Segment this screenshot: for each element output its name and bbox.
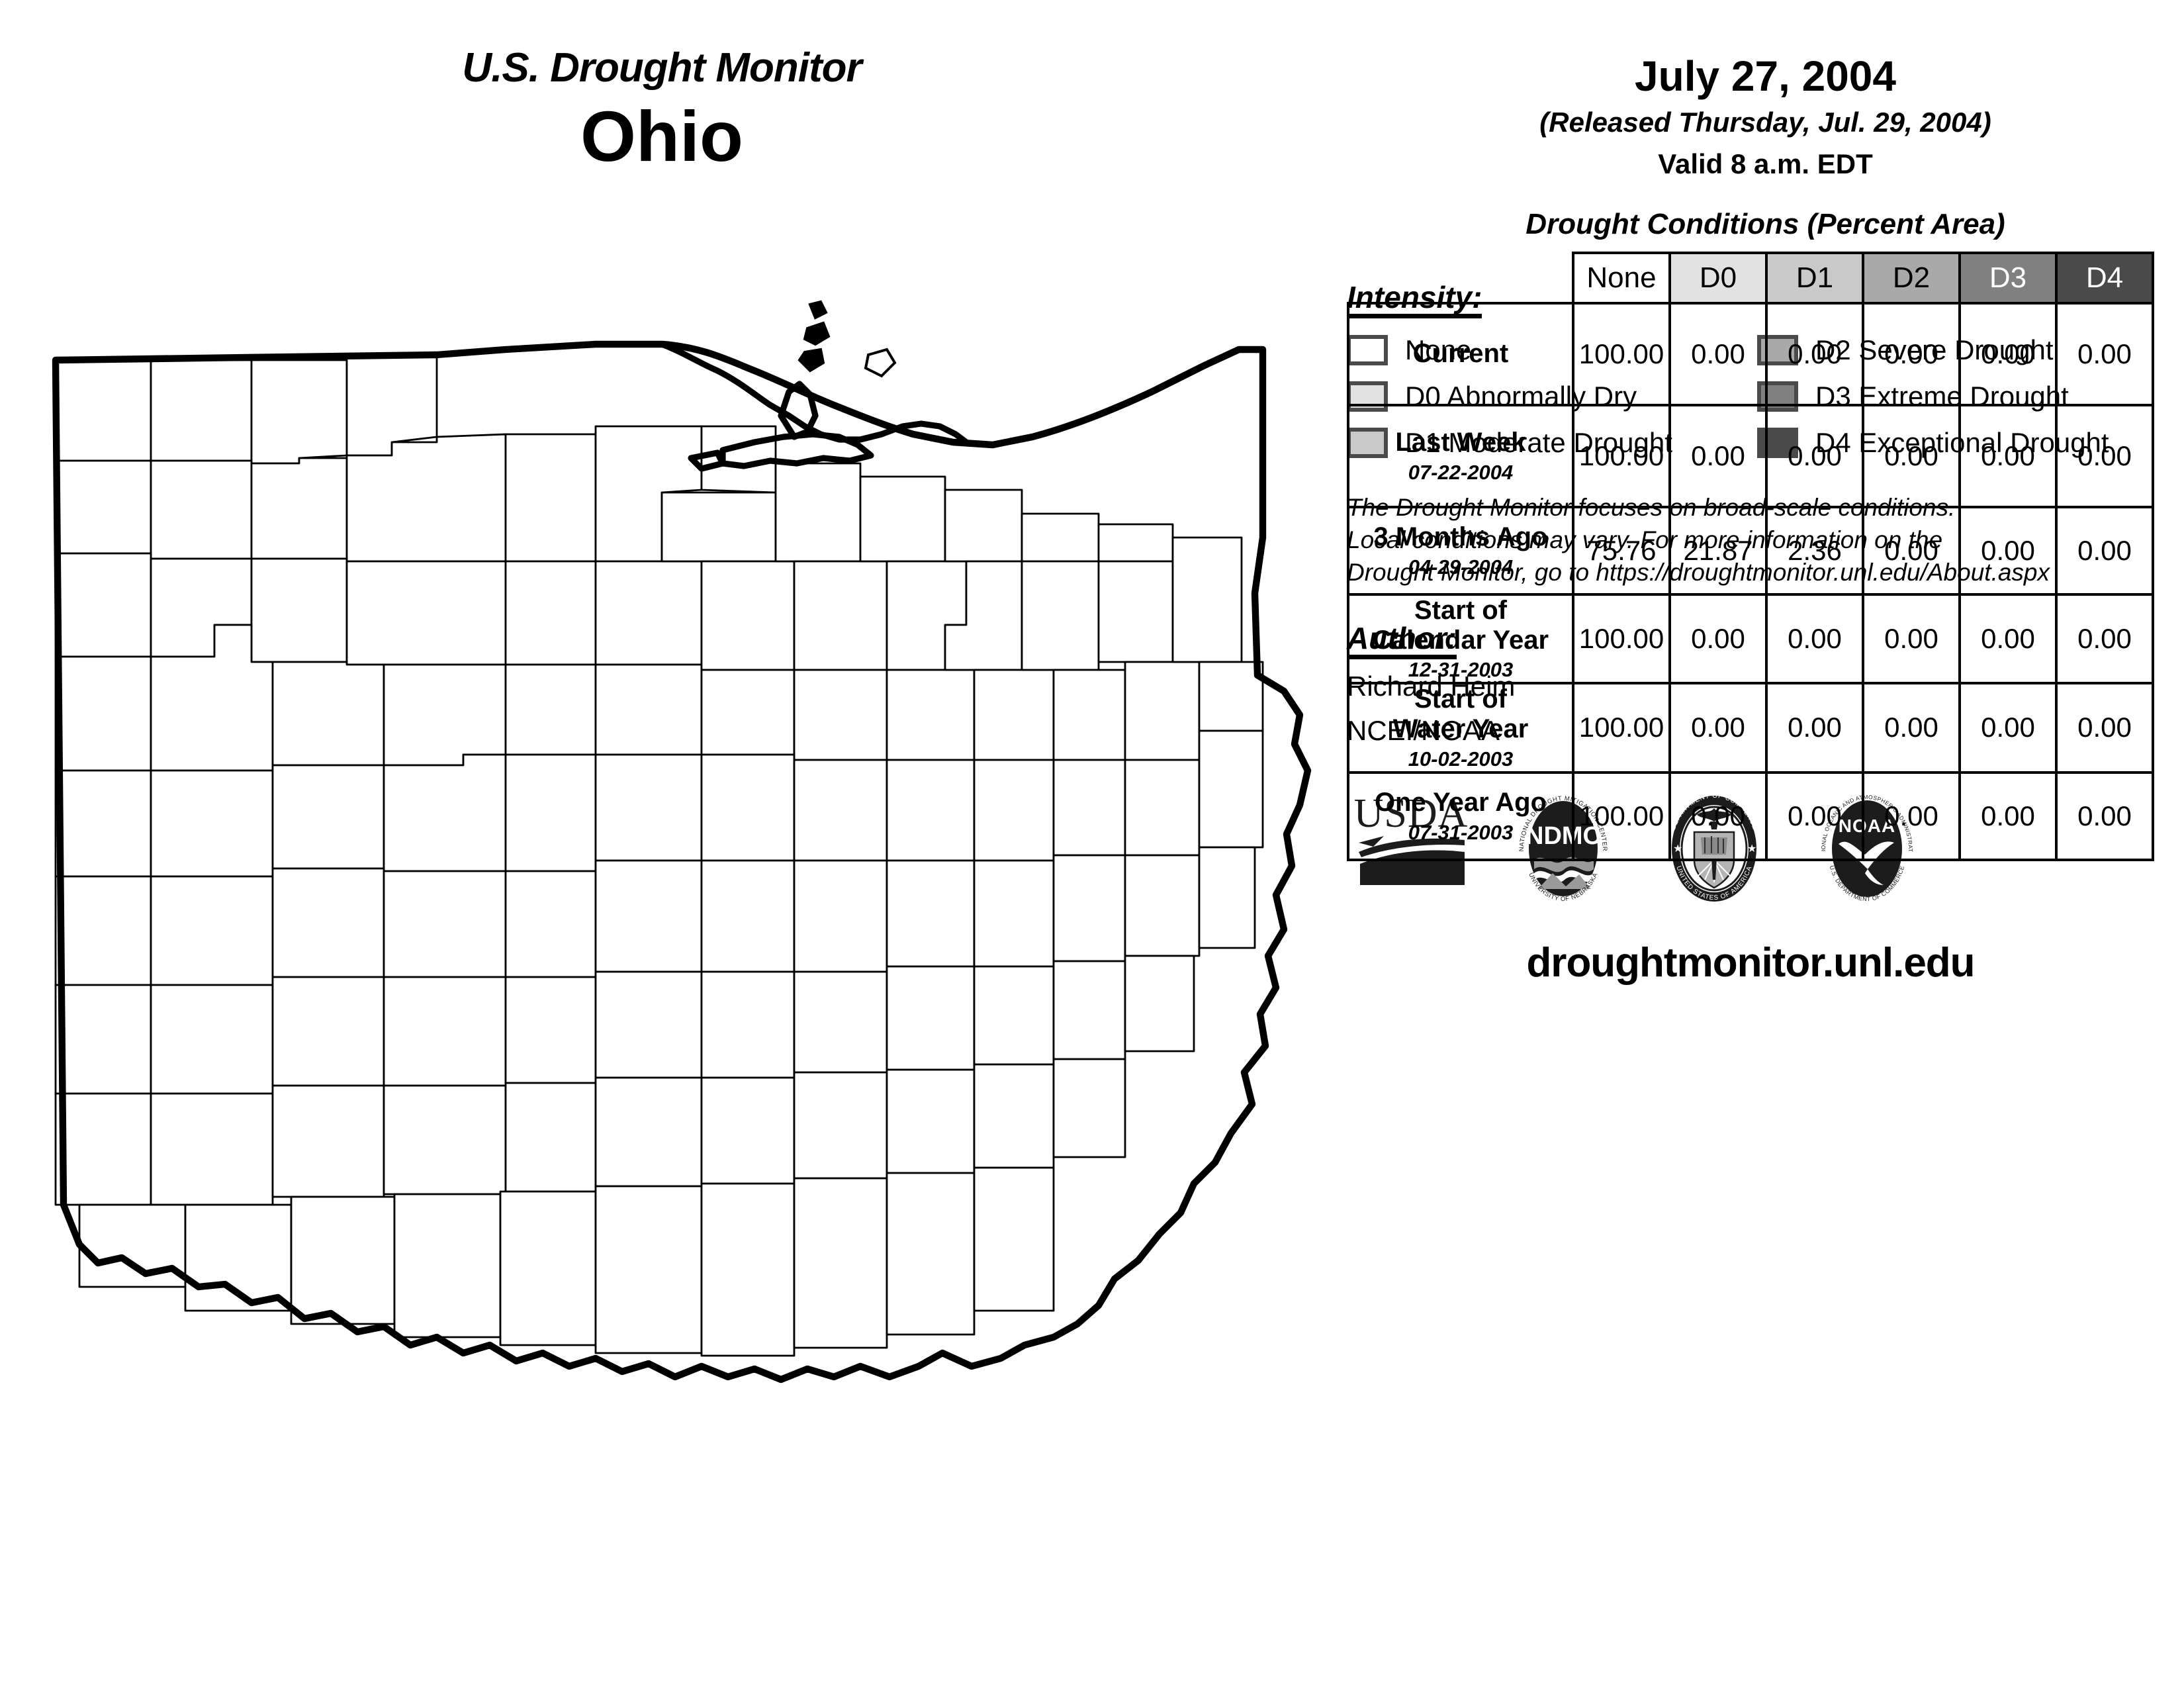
cell-d0: 0.00 xyxy=(1668,682,1768,774)
cell-d3: 0.00 xyxy=(1958,403,2058,508)
table-row: Last Week 07-22-2004 100.00 0.00 0.00 0.… xyxy=(1347,403,2154,508)
lake-erie-shoreline xyxy=(659,341,970,472)
row-label-date: 10-02-2003 xyxy=(1408,747,1514,771)
valid-time: Valid 8 a.m. EDT xyxy=(1658,148,1873,180)
table-row: Start of Calendar Year 12-31-2003 100.00 … xyxy=(1347,592,2154,685)
cell-d2: 0.00 xyxy=(1862,771,1961,861)
cell-none: 100.00 xyxy=(1572,682,1671,774)
cell-none: 100.00 xyxy=(1572,403,1671,508)
row-label-start-of-calendar-year: Start of Calendar Year 12-31-2003 xyxy=(1347,592,1574,685)
date-block: July 27, 2004 (Released Thursday, Jul. 2… xyxy=(1347,0,2184,179)
row-label-main: Last Week xyxy=(1395,428,1526,457)
cell-d3: 0.00 xyxy=(1958,592,2058,685)
row-label-last-week: Last Week 07-22-2004 xyxy=(1347,403,1574,508)
row-label-main: 3 Months Ago xyxy=(1373,522,1548,552)
row-label-main: Current xyxy=(1412,339,1509,369)
table-header-row: None D0 D1 D2 D3 D4 xyxy=(1348,251,2154,305)
cell-d4: 0.00 xyxy=(2055,592,2154,685)
cell-d3: 0.00 xyxy=(1958,505,2058,596)
cell-d3: 0.00 xyxy=(1958,771,2058,861)
row-label-one-year-ago: One Year Ago 07-31-2003 xyxy=(1347,771,1574,861)
cell-d1: 2.36 xyxy=(1765,505,1864,596)
cell-d3: 0.00 xyxy=(1958,682,2058,774)
cell-d0: 0.00 xyxy=(1668,403,1768,508)
site-url[interactable]: droughtmonitor.unl.edu xyxy=(1526,940,1975,986)
row-label-main: One Year Ago xyxy=(1374,787,1547,817)
row-label-main: Start of Water Year xyxy=(1392,684,1529,743)
table-row: 3 Months Ago 04-29-2004 75.76 21.87 2.36… xyxy=(1347,505,2154,596)
row-label-3-months-ago: 3 Months Ago 04-29-2004 xyxy=(1347,505,1574,596)
table-row: One Year Ago 07-31-2003 100.00 0.00 0.00… xyxy=(1347,771,2154,861)
row-label-date: 07-31-2003 xyxy=(1408,820,1514,844)
map-title-block: U.S. Drought Monitor Ohio xyxy=(0,45,1324,177)
lake-erie-islands xyxy=(797,300,897,378)
cell-d2: 0.00 xyxy=(1862,682,1961,774)
row-label-current: Current xyxy=(1347,301,1574,406)
cell-none: 100.00 xyxy=(1572,771,1671,861)
cell-d0: 0.00 xyxy=(1668,301,1768,406)
state-name-title: Ohio xyxy=(580,96,743,177)
cell-d4: 0.00 xyxy=(2055,403,2154,508)
cell-d1: 0.00 xyxy=(1765,682,1864,774)
cell-d2: 0.00 xyxy=(1862,505,1961,596)
cell-d3: 0.00 xyxy=(1958,301,2058,406)
cell-d4: 0.00 xyxy=(2055,682,2154,774)
cell-d2: 0.00 xyxy=(1862,592,1961,685)
right-panel: July 27, 2004 (Released Thursday, Jul. 2… xyxy=(1347,0,2184,1688)
column-header-d1: D1 xyxy=(1765,251,1864,305)
column-header-d3: D3 xyxy=(1958,251,2058,305)
cell-d1: 0.00 xyxy=(1765,592,1864,685)
column-header-d0: D0 xyxy=(1668,251,1768,305)
cell-d1: 0.00 xyxy=(1765,771,1864,861)
cell-none: 75.76 xyxy=(1572,505,1671,596)
cell-d0: 0.00 xyxy=(1668,771,1768,861)
column-header-d2: D2 xyxy=(1862,251,1961,305)
release-date: (Released Thursday, Jul. 29, 2004) xyxy=(1539,106,1991,138)
cell-d0: 21.87 xyxy=(1668,505,1768,596)
row-label-start-of-water-year: Start of Water Year 10-02-2003 xyxy=(1347,682,1574,774)
row-label-main: Start of Calendar Year xyxy=(1372,595,1549,655)
cell-d4: 0.00 xyxy=(2055,771,2154,861)
table-row: Start of Water Year 10-02-2003 100.00 0.0… xyxy=(1347,682,2154,774)
cell-d0: 0.00 xyxy=(1668,592,1768,685)
column-header-none: None xyxy=(1572,251,1671,305)
table-corner-cell xyxy=(1348,253,1573,303)
cell-none: 100.00 xyxy=(1572,592,1671,685)
county-lines xyxy=(54,353,1264,1357)
column-header-d4: D4 xyxy=(2055,251,2154,305)
ohio-state-outline xyxy=(52,340,1312,1383)
row-label-date: 07-22-2004 xyxy=(1408,460,1514,484)
cell-d4: 0.00 xyxy=(2055,301,2154,406)
cell-d2: 0.00 xyxy=(1862,403,1961,508)
table-title: Drought Conditions (Percent Area) xyxy=(1525,207,2005,240)
monitor-title: U.S. Drought Monitor xyxy=(462,45,862,91)
cell-d4: 0.00 xyxy=(2055,505,2154,596)
drought-conditions-table: None D0 D1 D2 D3 D4 Current 100.00 0.00 … xyxy=(1347,251,2154,861)
ohio-county-map[interactable] xyxy=(40,278,1337,1523)
cell-none: 100.00 xyxy=(1572,301,1671,406)
cell-d2: 0.00 xyxy=(1862,301,1961,406)
row-label-date: 12-31-2003 xyxy=(1408,658,1514,682)
cell-d1: 0.00 xyxy=(1765,403,1864,508)
issue-date: July 27, 2004 xyxy=(1635,52,1896,100)
table-row: Current 100.00 0.00 0.00 0.00 0.00 0.00 xyxy=(1347,301,2154,406)
row-label-date: 04-29-2004 xyxy=(1408,555,1514,579)
cell-d1: 0.00 xyxy=(1765,301,1864,406)
ohio-map-svg xyxy=(52,300,1312,1383)
